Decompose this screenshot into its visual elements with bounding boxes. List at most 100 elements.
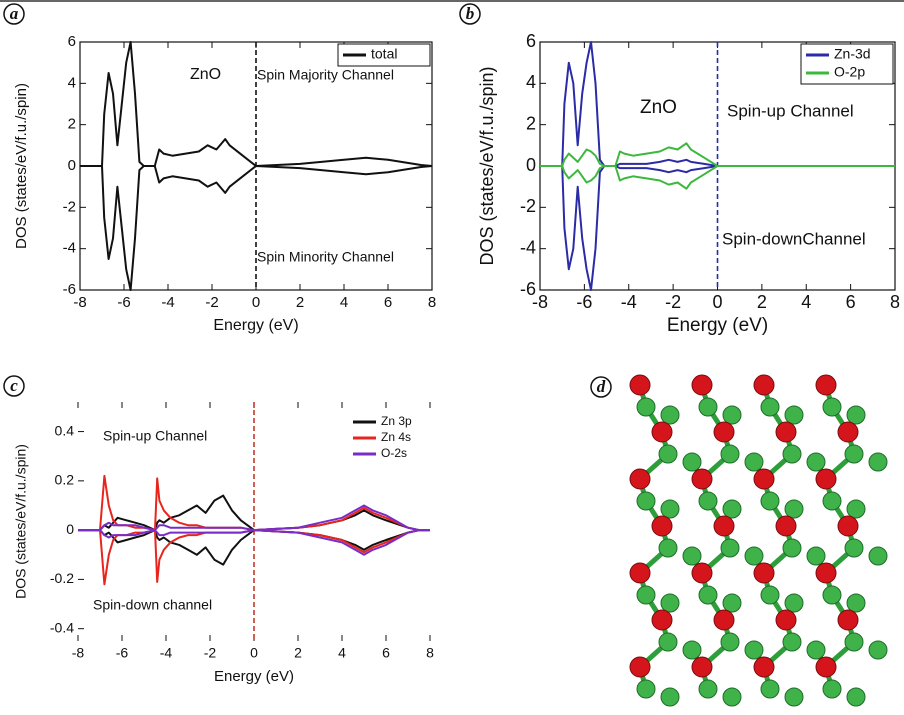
zinc-atom — [658, 538, 678, 558]
zinc-atom — [658, 632, 678, 652]
y-tick-label: 6 — [68, 33, 76, 50]
zinc-atom — [868, 546, 888, 566]
legend-label: O-2s — [381, 446, 407, 460]
oxygen-atom — [815, 468, 837, 490]
zinc-atom — [760, 397, 780, 417]
legend-box — [337, 43, 431, 67]
y-tick-label: 0 — [526, 155, 536, 175]
zinc-atom — [822, 397, 842, 417]
panel-badge — [3, 375, 25, 397]
zinc-atom — [744, 546, 764, 566]
y-tick-label: 6 — [526, 31, 536, 51]
y-tick-label: 2 — [526, 113, 536, 133]
x-tick-label: -6 — [576, 292, 592, 312]
oxygen-atom — [629, 374, 651, 396]
panel-letter: c — [10, 376, 18, 395]
x-axis-label: Energy (eV) — [667, 315, 768, 336]
zinc-atom — [806, 640, 826, 660]
zinc-atom — [698, 679, 718, 699]
x-tick-label: -8 — [73, 294, 86, 311]
oxygen-atom — [691, 562, 713, 584]
dos-curve — [540, 165, 895, 190]
zinc-atom — [636, 585, 656, 605]
oxygen-atom — [837, 609, 859, 631]
zinc-atom — [682, 640, 702, 660]
x-axis-label: Energy (eV) — [213, 317, 298, 334]
annotation: Spin-up Channel — [103, 428, 207, 444]
zinc-atom — [722, 405, 742, 425]
legend-box — [800, 43, 894, 85]
panel-badge — [459, 3, 481, 25]
oxygen-atom — [629, 468, 651, 490]
dos-curve — [78, 494, 430, 532]
x-axis-label: Energy (eV) — [214, 668, 294, 685]
oxygen-atom — [691, 468, 713, 490]
zinc-atom — [822, 679, 842, 699]
x-tick-label: -2 — [204, 645, 217, 661]
annotation: Spin-downChannel — [722, 229, 866, 248]
y-tick-label: 2 — [68, 116, 76, 133]
dos-curve — [80, 41, 433, 167]
annotation: Spin-up Channel — [727, 101, 854, 120]
zinc-atom — [722, 687, 742, 707]
zinc-atom — [784, 687, 804, 707]
zinc-atom — [722, 499, 742, 519]
y-tick-label: -0.4 — [50, 619, 74, 635]
zinc-atom — [846, 687, 866, 707]
x-tick-label: -6 — [117, 294, 130, 311]
y-tick-label: 0.2 — [55, 472, 75, 488]
x-tick-label: -6 — [116, 645, 129, 661]
y-tick-label: -4 — [520, 237, 536, 257]
y-tick-label: -4 — [63, 240, 76, 257]
dos-curve — [78, 504, 430, 532]
oxygen-atom — [815, 656, 837, 678]
x-tick-label: 2 — [757, 292, 767, 312]
zinc-atom — [722, 593, 742, 613]
panel-badge — [3, 3, 25, 25]
x-tick-label: 8 — [428, 294, 436, 311]
zinc-atom — [844, 444, 864, 464]
x-tick-label: 8 — [426, 645, 434, 661]
zinc-atom — [698, 491, 718, 511]
y-tick-label: 0 — [68, 157, 76, 174]
x-tick-label: 4 — [340, 294, 348, 311]
zinc-atom — [720, 632, 740, 652]
oxygen-atom — [753, 468, 775, 490]
oxygen-atom — [753, 374, 775, 396]
dos-curve — [80, 165, 433, 291]
zinc-atom — [636, 679, 656, 699]
x-tick-label: 6 — [382, 645, 390, 661]
zinc-atom — [760, 679, 780, 699]
x-tick-label: 6 — [846, 292, 856, 312]
zinc-atom — [636, 397, 656, 417]
zinc-atom — [782, 632, 802, 652]
zinc-atom — [784, 499, 804, 519]
zinc-atom — [846, 593, 866, 613]
y-tick-label: -2 — [63, 198, 76, 215]
legend-label: Zn 3p — [381, 414, 412, 428]
oxygen-atom — [753, 562, 775, 584]
zinc-atom — [868, 640, 888, 660]
y-axis-label: DOS (states/eV/f.u./spin) — [13, 83, 30, 249]
zinc-atom — [846, 405, 866, 425]
panel-letter: b — [466, 4, 475, 23]
zinc-atom — [660, 499, 680, 519]
oxygen-atom — [753, 656, 775, 678]
x-tick-label: -8 — [532, 292, 548, 312]
zinc-atom — [784, 593, 804, 613]
dos-curve — [78, 529, 430, 566]
oxygen-atom — [651, 515, 673, 537]
oxygen-atom — [651, 609, 673, 631]
x-tick-label: -8 — [72, 645, 85, 661]
y-tick-label: 4 — [526, 72, 536, 92]
oxygen-atom — [713, 421, 735, 443]
zinc-atom — [806, 452, 826, 472]
oxygen-atom — [651, 421, 673, 443]
zinc-atom — [698, 585, 718, 605]
panel-letter: a — [10, 4, 19, 23]
zinc-atom — [720, 538, 740, 558]
x-tick-label: -2 — [205, 294, 218, 311]
zinc-atom — [760, 585, 780, 605]
crystal-structure — [629, 374, 888, 707]
